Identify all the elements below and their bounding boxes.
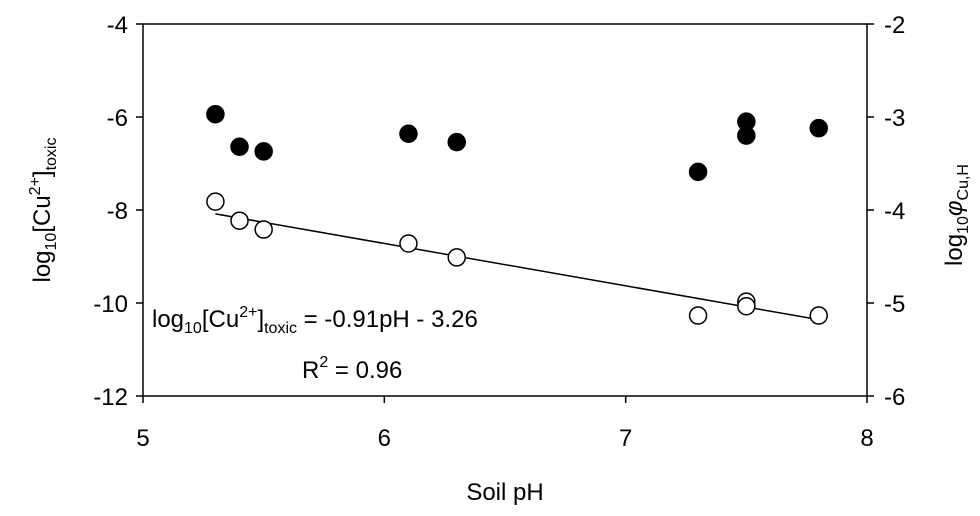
y-right-tick-label: -4	[884, 198, 905, 225]
x-tick-label: 6	[378, 425, 391, 452]
y-left-tick-label: -12	[93, 384, 128, 411]
y-left-log-sub: 10	[43, 233, 60, 251]
r2-rest: = 0.96	[328, 357, 402, 384]
eq-rest: = -0.91pH - 3.26	[297, 306, 478, 333]
open-data-point	[254, 220, 273, 239]
y-left-log: log	[29, 250, 56, 282]
eq-main: [Cu	[202, 306, 239, 333]
y-right-axis-label: log10φCu,H	[941, 164, 972, 266]
y-right-sub: Cu,H	[955, 164, 972, 200]
plot-area	[142, 23, 868, 397]
x-axis-label: Soil pH	[466, 479, 543, 506]
y-left-tick-label: -8	[107, 198, 128, 225]
ticks-layer: 5 6 7 8 -4 -6 -8 -10 -12 -2 -3 -4 -5 -6	[93, 12, 905, 452]
open-data-point	[206, 192, 225, 211]
eq-close: ]	[257, 306, 264, 333]
open-data-point	[399, 234, 418, 253]
r2-annotation: R2 = 0.96	[302, 354, 402, 384]
filled-data-point	[399, 124, 418, 143]
eq-log-sub: 10	[184, 320, 202, 337]
trendline-layer	[215, 213, 819, 321]
y-left-close: ]	[29, 170, 56, 177]
r2-sup: 2	[319, 354, 328, 371]
filled-data-point	[447, 132, 466, 152]
y-left-sub: toxic	[43, 137, 60, 170]
y-left-sup: 2+	[27, 177, 44, 195]
y-right-log-sub: 10	[955, 216, 972, 234]
y-left-main: [Cu	[29, 195, 56, 232]
eq-log: log	[152, 306, 184, 333]
x-tick-label: 8	[860, 425, 873, 452]
open-data-point	[737, 297, 756, 316]
x-tick-label: 5	[136, 425, 149, 452]
eq-sup: 2+	[239, 304, 257, 321]
y-left-tick-label: -10	[93, 291, 128, 318]
filled-data-point	[206, 104, 225, 124]
y-right-tick-label: -2	[884, 12, 905, 39]
y-right-tick-label: -3	[884, 105, 905, 132]
points-layer	[206, 104, 828, 325]
y-left-axis-label: log10[Cu2+]toxic	[27, 137, 60, 282]
r2-prefix: R	[302, 357, 319, 384]
open-data-point	[230, 211, 249, 230]
regression-line	[215, 213, 819, 321]
filled-data-point	[737, 126, 756, 145]
filled-data-point	[688, 162, 708, 182]
open-data-point	[688, 306, 708, 325]
y-right-tick-label: -6	[884, 384, 905, 411]
y-right-tick-label: -5	[884, 291, 905, 318]
y-right-log: log	[941, 234, 968, 266]
filled-data-point	[230, 137, 249, 157]
y-right-symbol: φ	[941, 200, 968, 216]
x-tick-label: 7	[619, 425, 632, 452]
equation-annotation: log10[Cu2+]toxic = -0.91pH - 3.26	[152, 304, 478, 337]
filled-data-point	[809, 118, 828, 138]
filled-data-point	[254, 142, 273, 161]
y-left-tick-label: -6	[107, 105, 128, 132]
eq-sub: toxic	[264, 320, 297, 337]
y-left-tick-label: -4	[107, 12, 128, 39]
open-data-point	[809, 306, 828, 325]
open-data-point	[447, 248, 466, 267]
